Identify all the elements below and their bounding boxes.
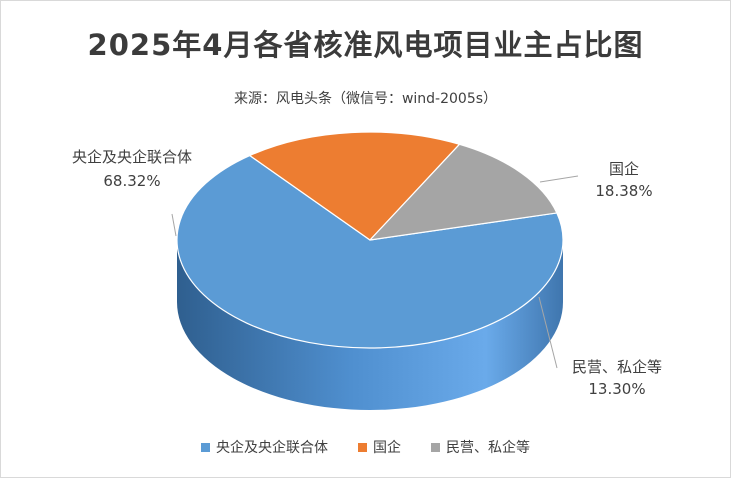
legend-item-private: 民营、私企等 [431, 437, 530, 457]
pie-slice-private [369, 143, 558, 241]
chart-subtitle: 来源：风电头条（微信号：wind-2005s） [233, 91, 498, 107]
pie-slice-soe [249, 131, 461, 241]
legend-item-central-soe: 央企及央企联合体 [201, 437, 328, 457]
legend-swatch-private [431, 442, 440, 452]
legend-item-soe: 国企 [358, 437, 401, 457]
data-label-value-central-soe: 68.32% [103, 172, 160, 190]
legend-label-private: 民营、私企等 [446, 440, 530, 456]
data-label-value-soe: 18.38% [595, 182, 652, 200]
legend: 央企及央企联合体 国企 民营、私企等 [0, 437, 731, 457]
legend-swatch-soe [358, 442, 367, 452]
leader-line-central-soe [171, 213, 177, 237]
pie-side-central-soe [177, 240, 563, 410]
pie-slice-central-soe [176, 154, 564, 349]
legend-label-soe: 国企 [373, 440, 401, 456]
data-label-value-private: 13.30% [588, 380, 645, 398]
data-label-name-soe: 国企 [609, 160, 639, 178]
legend-label-central-soe: 央企及央企联合体 [216, 440, 328, 456]
leader-line-soe [539, 175, 579, 183]
data-label-name-central-soe: 央企及央企联合体 [72, 148, 192, 166]
chart-title: 2025年4月各省核准风电项目业主占比图 [87, 28, 644, 62]
data-label-name-private: 民营、私企等 [572, 358, 662, 376]
legend-swatch-central-soe [201, 442, 210, 452]
leader-line-private [538, 296, 558, 369]
